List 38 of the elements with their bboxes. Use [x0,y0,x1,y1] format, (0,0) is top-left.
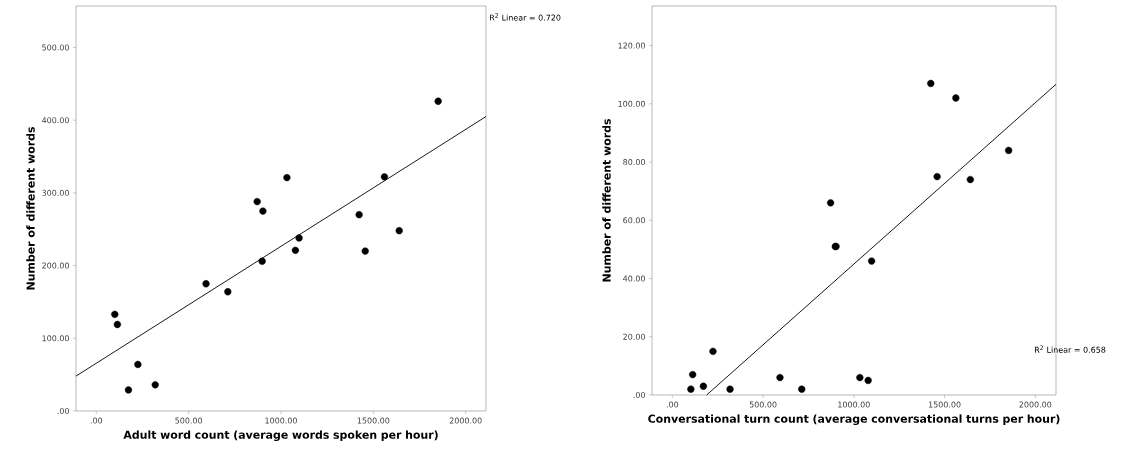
point [933,173,941,181]
y-axis-title: Number of different words [26,127,35,290]
point [952,94,960,102]
point [687,385,695,393]
x-axis-title: Conversational turn count (average conversational turns per hour) [648,414,1060,426]
point [291,246,300,254]
point [395,227,403,235]
point [111,310,119,318]
point [966,175,974,184]
point [151,381,159,389]
point [798,385,806,393]
point [726,385,734,393]
point [827,199,835,207]
point [283,174,291,182]
point [380,173,389,181]
point [253,197,261,206]
point [355,211,363,219]
x-axis-title: Adult word count (average words spoken per hour) [123,430,438,442]
point [776,373,784,382]
point [699,382,707,390]
point [434,97,442,105]
point [224,288,232,296]
point [689,371,697,379]
point [295,234,303,242]
point [864,376,872,385]
point [259,207,267,215]
point [124,386,133,394]
point [856,373,864,382]
y-axis-title: Number of different words [602,119,611,282]
point [113,320,121,329]
point [258,257,266,265]
point [927,79,935,88]
point [709,347,717,355]
point [361,247,369,255]
point [1005,146,1013,155]
point [202,280,210,288]
point [134,360,142,369]
point [868,257,876,265]
